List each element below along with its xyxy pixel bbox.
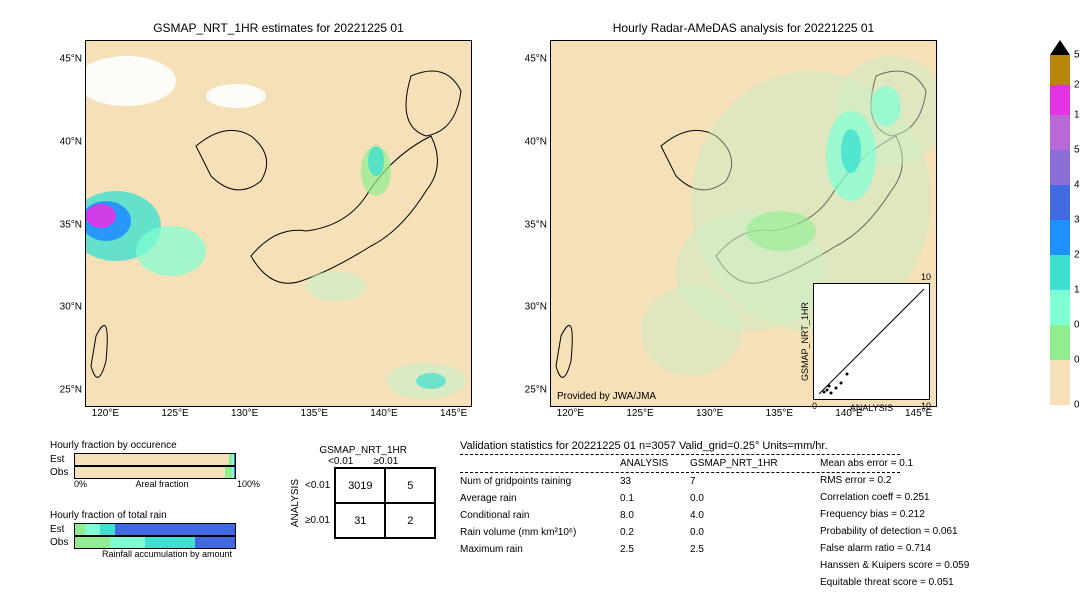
hbar-totalrain: Hourly fraction of total rain EstObs Rai… bbox=[50, 510, 260, 559]
stat-line: Mean abs error = 0.1 bbox=[820, 455, 969, 472]
colorbar-tick: 10 bbox=[1074, 110, 1080, 121]
hbar1-left: 0% bbox=[74, 479, 87, 489]
xtick: 140°E bbox=[370, 406, 397, 419]
ytick: 25°N bbox=[60, 384, 86, 395]
xtick: 145°E bbox=[440, 406, 467, 419]
xtick: 135°E bbox=[766, 406, 793, 419]
hbar1-cap: Areal fraction bbox=[135, 479, 188, 489]
colorbar-tick: 50 bbox=[1074, 50, 1080, 61]
ytick: 30°N bbox=[525, 302, 551, 313]
xtick: 135°E bbox=[301, 406, 328, 419]
xtick: 120°E bbox=[557, 406, 584, 419]
stat-line: Frequency bias = 0.212 bbox=[820, 506, 969, 523]
stats-colh-1: ANALYSIS bbox=[620, 458, 690, 469]
inset-ylabel: GSMAP_NRT_1HR bbox=[800, 284, 810, 399]
ytick: 30°N bbox=[60, 302, 86, 313]
map-right-title: Hourly Radar-AMeDAS analysis for 2022122… bbox=[551, 21, 936, 35]
ct-00: 3019 bbox=[335, 468, 385, 503]
stats-title: Validation statistics for 20221225 01 n=… bbox=[460, 440, 900, 455]
colorbar-tick: 4 bbox=[1074, 180, 1080, 191]
xtick: 145°E bbox=[905, 406, 932, 419]
stat-line: False alarm ratio = 0.714 bbox=[820, 540, 969, 557]
hbar1-title: Hourly fraction by occurence bbox=[50, 440, 260, 451]
hbar1-right: 100% bbox=[237, 479, 260, 489]
colorbar-tick: 0 bbox=[1074, 400, 1080, 411]
attribution: Provided by JWA/JMA bbox=[557, 391, 656, 402]
xtick: 125°E bbox=[161, 406, 188, 419]
inset-zero: 0 bbox=[812, 401, 817, 411]
map-right: Hourly Radar-AMeDAS analysis for 2022122… bbox=[550, 40, 937, 407]
hbar2-cap: Rainfall accumulation by amount bbox=[50, 549, 260, 559]
ct-row1: ≥0.01 bbox=[305, 515, 330, 526]
ytick: 35°N bbox=[60, 219, 86, 230]
xtick: 125°E bbox=[626, 406, 653, 419]
colorbar-tick: 1 bbox=[1074, 285, 1080, 296]
xtick: 140°E bbox=[835, 406, 862, 419]
ct-01: 5 bbox=[385, 468, 435, 503]
colorbar: 502510543210.50.010 bbox=[1050, 40, 1070, 420]
stat-line: Hanssen & Kuipers score = 0.059 bbox=[820, 557, 969, 574]
colorbar-tick: 3 bbox=[1074, 215, 1080, 226]
ct-top: GSMAP_NRT_1HR bbox=[290, 445, 436, 456]
land-korea bbox=[196, 130, 267, 190]
ytick: 35°N bbox=[525, 219, 551, 230]
hbar-occurrence: Hourly fraction by occurence EstObs 0% A… bbox=[50, 440, 260, 489]
contingency-table: GSMAP_NRT_1HR <0.01 ≥0.01 ANALYSIS <0.01… bbox=[290, 445, 436, 539]
hbar-row: Obs bbox=[50, 536, 260, 548]
colorbar-tick: 2 bbox=[1074, 250, 1080, 261]
colorbar-tick: 5 bbox=[1074, 145, 1080, 156]
stat-line: RMS error = 0.2 bbox=[820, 472, 969, 489]
ytick: 45°N bbox=[60, 54, 86, 65]
ytick: 40°N bbox=[525, 136, 551, 147]
map-left: GSMAP_NRT_1HR estimates for 20221225 01 … bbox=[85, 40, 472, 407]
ct-col0: <0.01 bbox=[328, 456, 353, 467]
stat-line: Correlation coeff = 0.251 bbox=[820, 489, 969, 506]
ct-side: ANALYSIS bbox=[290, 479, 301, 527]
xtick: 130°E bbox=[231, 406, 258, 419]
land-japan bbox=[251, 136, 437, 283]
stat-line: Probability of detection = 0.061 bbox=[820, 523, 969, 540]
ct-11: 2 bbox=[385, 503, 435, 538]
land-taiwan bbox=[91, 325, 107, 377]
ct-row0: <0.01 bbox=[305, 480, 330, 491]
ytick: 25°N bbox=[525, 384, 551, 395]
inset-ymax: 10 bbox=[921, 272, 931, 282]
hbar-row: Obs bbox=[50, 466, 260, 478]
stats-right: Mean abs error = 0.1RMS error = 0.2Corre… bbox=[820, 455, 969, 591]
map-left-title: GSMAP_NRT_1HR estimates for 20221225 01 bbox=[86, 21, 471, 35]
xtick: 130°E bbox=[696, 406, 723, 419]
xtick: 120°E bbox=[92, 406, 119, 419]
ytick: 40°N bbox=[60, 136, 86, 147]
hbar2-title: Hourly fraction of total rain bbox=[50, 510, 260, 521]
stat-line: Equitable threat score = 0.051 bbox=[820, 574, 969, 591]
ct-col1: ≥0.01 bbox=[373, 456, 398, 467]
land-hokkaido bbox=[406, 71, 461, 136]
ytick: 45°N bbox=[525, 54, 551, 65]
hbar-row: Est bbox=[50, 453, 260, 465]
stats-colh-2: GSMAP_NRT_1HR bbox=[690, 458, 790, 469]
colorbar-tick: 0.5 bbox=[1074, 320, 1080, 331]
inset-scatter: ANALYSIS GSMAP_NRT_1HR 10 10 0 bbox=[813, 283, 930, 400]
hbar-row: Est bbox=[50, 523, 260, 535]
ct-10: 31 bbox=[335, 503, 385, 538]
colorbar-tick: 0.01 bbox=[1074, 355, 1080, 366]
colorbar-tick: 25 bbox=[1074, 80, 1080, 91]
